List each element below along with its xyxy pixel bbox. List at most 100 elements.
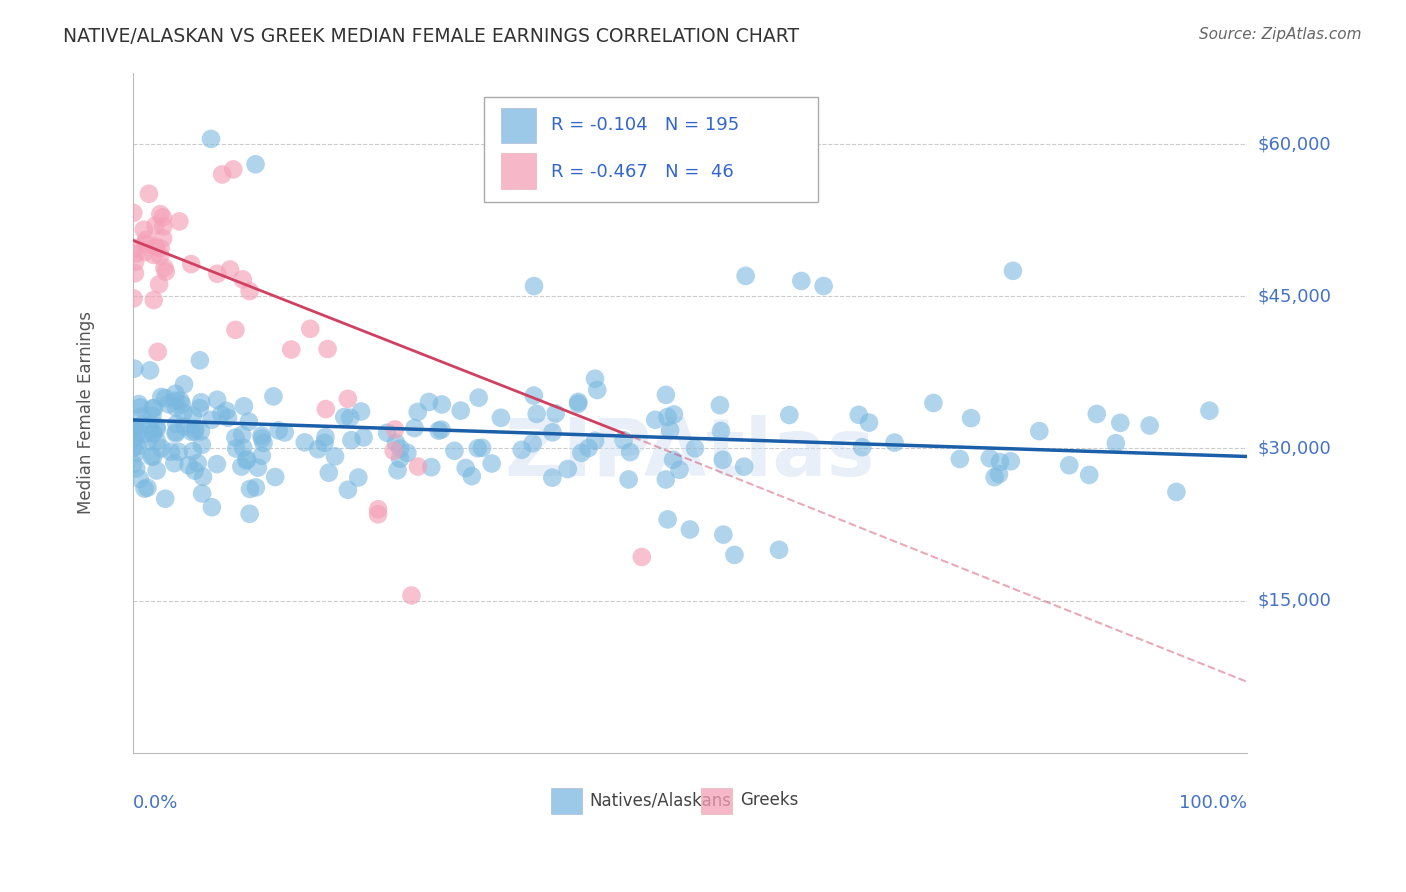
Point (239, 507, 262, 521)
Text: R = -0.104   N = 195: R = -0.104 N = 195 (551, 116, 740, 135)
Point (131, 417, 153, 432)
Point (172, 405, 194, 419)
Point (150, 390, 173, 404)
Point (190, 395, 212, 409)
Point (571, 446, 593, 460)
Point (567, 395, 589, 409)
Point (858, 416, 880, 430)
Point (165, 417, 187, 431)
Point (132, 427, 155, 442)
Point (375, 425, 398, 440)
Point (149, 241, 172, 255)
Point (659, 423, 682, 437)
Point (299, 322, 322, 336)
Point (1109, 416, 1132, 430)
Point (922, 396, 945, 410)
Point (224, 323, 246, 337)
Point (467, 441, 489, 455)
Point (655, 473, 678, 487)
Point (406, 405, 429, 419)
Point (523, 279, 546, 293)
Point (145, 419, 167, 434)
Point (454, 461, 477, 475)
Point (141, 450, 163, 464)
Point (851, 440, 873, 454)
Point (181, 409, 204, 423)
Point (522, 436, 544, 450)
Point (1166, 484, 1188, 499)
Point (174, 419, 197, 434)
Point (541, 470, 564, 484)
Point (583, 434, 606, 448)
Point (430, 397, 453, 411)
Point (262, 389, 284, 403)
Point (367, 502, 389, 516)
Point (124, 421, 146, 435)
Point (333, 410, 356, 425)
Point (142, 450, 165, 464)
Point (983, 470, 1005, 484)
Point (657, 409, 679, 424)
Point (134, 482, 156, 496)
Point (481, 457, 503, 471)
Point (387, 463, 409, 477)
Point (155, 265, 177, 279)
Point (152, 231, 174, 245)
Point (662, 452, 685, 467)
Point (135, 233, 157, 247)
Point (644, 413, 666, 427)
Point (544, 407, 567, 421)
Point (250, 431, 273, 445)
Point (231, 427, 253, 442)
Point (619, 445, 641, 459)
Point (467, 391, 489, 405)
Point (201, 500, 224, 515)
Text: $15,000: $15,000 (1258, 591, 1331, 609)
Point (142, 425, 165, 440)
Point (181, 444, 204, 458)
Bar (501, 108, 536, 143)
Point (165, 401, 187, 415)
Point (988, 467, 1011, 482)
Text: Median Female Earnings: Median Female Earnings (77, 311, 96, 515)
Point (668, 463, 690, 477)
Point (215, 404, 238, 418)
Point (128, 472, 150, 486)
Point (165, 393, 187, 408)
Point (314, 435, 336, 450)
Point (165, 426, 187, 441)
Point (149, 207, 172, 221)
Point (149, 249, 172, 263)
Point (236, 452, 259, 467)
Point (960, 411, 983, 425)
Point (142, 293, 165, 307)
Point (1057, 458, 1080, 473)
Point (385, 435, 408, 450)
Point (184, 425, 207, 439)
Point (280, 343, 302, 357)
Text: $30,000: $30,000 (1258, 440, 1331, 458)
Point (122, 441, 145, 455)
Point (250, 449, 273, 463)
Point (190, 425, 212, 439)
Point (163, 456, 186, 470)
Point (127, 439, 149, 453)
Point (315, 402, 337, 417)
Point (1078, 467, 1101, 482)
Point (541, 425, 564, 440)
Point (165, 425, 187, 439)
Point (165, 386, 187, 401)
Point (124, 266, 146, 280)
Point (134, 236, 156, 251)
Point (709, 398, 731, 412)
Point (231, 459, 253, 474)
Point (153, 260, 176, 275)
Point (294, 435, 316, 450)
Point (523, 388, 546, 402)
Point (187, 456, 209, 470)
Point (323, 450, 346, 464)
Text: 100.0%: 100.0% (1178, 794, 1247, 812)
Point (461, 469, 484, 483)
Point (790, 274, 813, 288)
Point (264, 470, 287, 484)
